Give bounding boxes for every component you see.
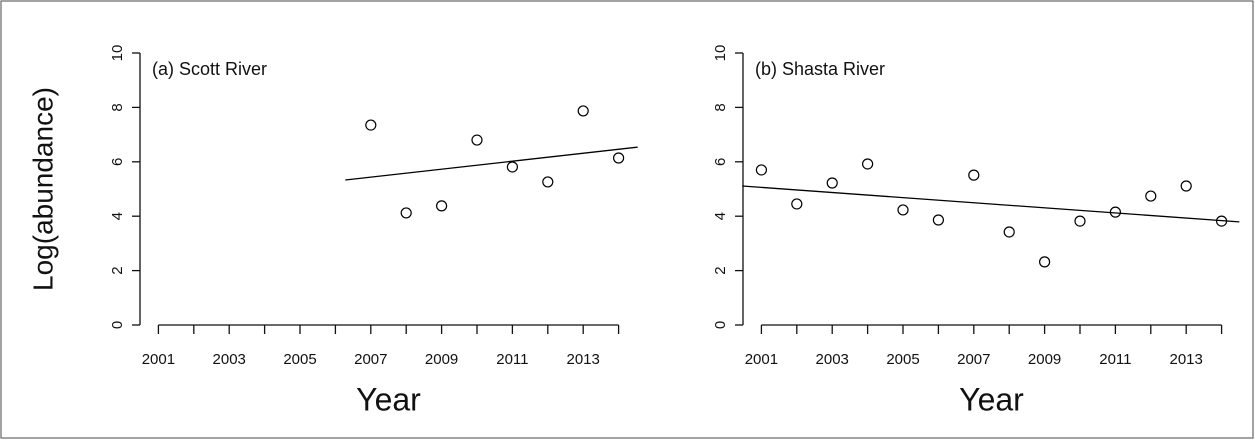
point xyxy=(365,119,377,131)
x-tick-label: 2007 xyxy=(354,351,387,368)
point xyxy=(542,176,554,188)
x-tick-label: 2007 xyxy=(957,351,990,368)
point xyxy=(862,158,874,170)
x-tick-label: 2003 xyxy=(213,351,246,368)
y-tick-label: 8 xyxy=(109,103,126,111)
x-axis-label: Year xyxy=(356,381,421,417)
point xyxy=(968,169,980,181)
point xyxy=(932,214,945,226)
x-tick-label: 2001 xyxy=(745,351,778,368)
point xyxy=(1038,256,1051,268)
point xyxy=(1215,215,1228,227)
point xyxy=(826,177,838,189)
trend-line xyxy=(742,185,1240,223)
x-tick-label: 2005 xyxy=(886,351,919,368)
point xyxy=(577,105,589,117)
panel-title: (b) Shasta River xyxy=(755,59,885,79)
trend-line xyxy=(345,146,638,181)
y-tick-label: 2 xyxy=(712,266,729,274)
x-tick-label: 2003 xyxy=(816,351,849,368)
x-tick-label: 2001 xyxy=(142,351,175,368)
point xyxy=(1074,215,1086,227)
panel-title: (a) Scott River xyxy=(152,59,267,79)
point xyxy=(1180,180,1192,192)
point xyxy=(791,198,803,210)
x-tick-label: 2009 xyxy=(1028,351,1061,368)
point xyxy=(471,134,483,146)
y-tick-label: 2 xyxy=(109,266,126,274)
point xyxy=(612,152,625,164)
y-tick-label: 8 xyxy=(712,103,729,111)
point xyxy=(1003,226,1015,238)
y-tick-label: 4 xyxy=(109,212,126,220)
x-tick-label: 2011 xyxy=(496,351,528,368)
x-tick-label: 2013 xyxy=(1170,351,1203,368)
point xyxy=(1109,206,1121,218)
point xyxy=(1145,190,1157,202)
y-tick-label: 10 xyxy=(109,45,126,62)
x-tick-label: 2013 xyxy=(567,351,600,368)
point xyxy=(897,204,909,216)
y-tick-label: 6 xyxy=(712,158,729,166)
x-tick-label: 2009 xyxy=(425,351,458,368)
point xyxy=(400,207,412,219)
y-tick-label: 4 xyxy=(712,212,729,220)
y-tick-label: 0 xyxy=(109,321,126,329)
point xyxy=(435,200,448,212)
x-tick-label: 2011 xyxy=(1099,351,1131,368)
x-axis-label: Year xyxy=(959,381,1024,417)
point xyxy=(506,161,518,173)
x-tick-label: 2005 xyxy=(283,351,316,368)
point xyxy=(755,164,768,176)
y-tick-label: 10 xyxy=(712,45,729,62)
y-axis-label: Log(abundance) xyxy=(27,87,58,291)
y-tick-label: 6 xyxy=(109,158,126,166)
y-tick-label: 0 xyxy=(712,321,729,329)
